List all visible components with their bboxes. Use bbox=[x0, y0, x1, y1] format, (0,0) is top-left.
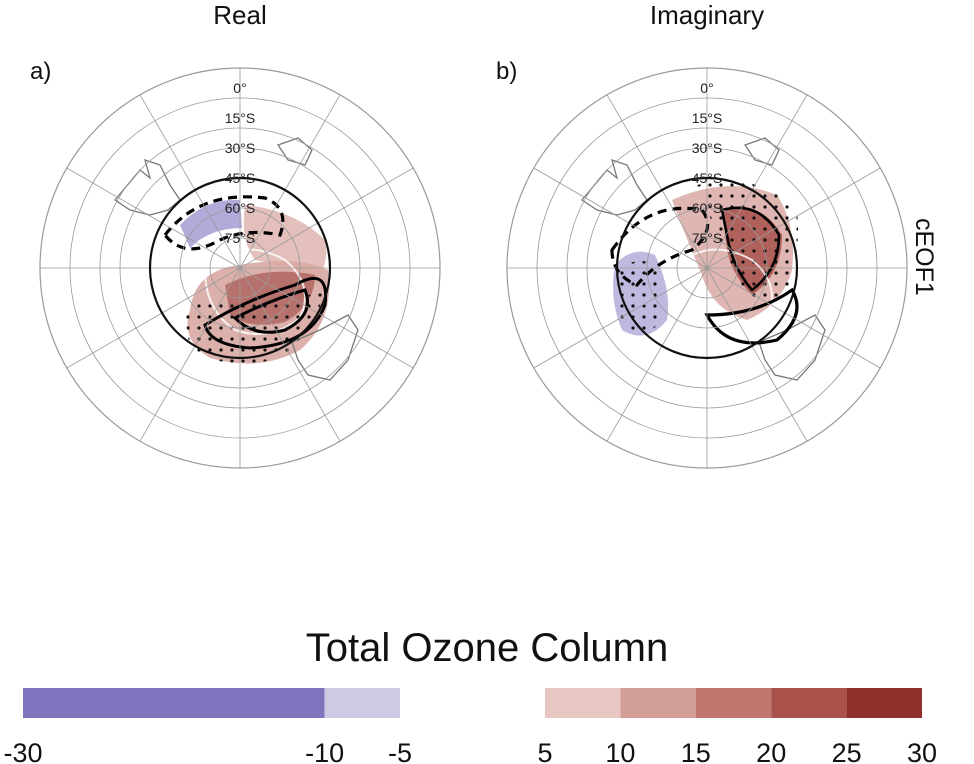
colorbar-bin bbox=[620, 688, 696, 718]
colorbar-bin bbox=[23, 688, 325, 718]
positive-contour-inner bbox=[720, 206, 781, 292]
panel-b-title: Imaginary bbox=[649, 0, 765, 30]
negative-anomaly-patch bbox=[180, 199, 242, 248]
lat-label: 45°S bbox=[692, 170, 723, 186]
polar-grid-real bbox=[39, 67, 441, 469]
lon-line bbox=[706, 267, 881, 369]
lat-label: 45°S bbox=[225, 170, 256, 186]
lat-label: 0° bbox=[700, 80, 713, 96]
lon-line bbox=[706, 94, 808, 269]
australia-coast bbox=[114, 158, 181, 216]
lon-line bbox=[533, 267, 708, 369]
latitude-labels-imaginary: 0° 15°S 30°S 45°S 60°S 75°S bbox=[692, 80, 723, 246]
colorbar-bin bbox=[771, 688, 847, 718]
colorbar-bin bbox=[846, 688, 922, 718]
lat-label: 0° bbox=[233, 80, 246, 96]
lat-label: 75°S bbox=[692, 230, 723, 246]
lat-label: 60°S bbox=[692, 200, 723, 216]
negative-contour bbox=[162, 195, 285, 251]
colorbar-bin bbox=[324, 688, 400, 718]
colorbar-tick-label: 30 bbox=[907, 738, 937, 764]
lon-line bbox=[606, 267, 708, 442]
south-america-coast bbox=[291, 314, 359, 381]
australia-coast bbox=[581, 158, 648, 216]
lon-line bbox=[706, 267, 808, 442]
lon-line bbox=[606, 94, 708, 269]
positive-contour-inner bbox=[232, 288, 309, 334]
lat-label: 30°S bbox=[692, 140, 723, 156]
lon-line bbox=[239, 94, 341, 269]
lon-line bbox=[66, 267, 241, 369]
lat-label: 60°S bbox=[225, 200, 256, 216]
lon-line bbox=[239, 167, 414, 269]
colorbar-tick-label: 20 bbox=[756, 738, 786, 764]
negative-contour bbox=[610, 206, 710, 287]
latitude-labels-real: 0° 15°S 30°S 45°S 60°S 75°S bbox=[225, 80, 256, 246]
colorbar-tick-label: -30 bbox=[3, 738, 42, 764]
lon-line bbox=[239, 267, 414, 369]
polar-grid-imaginary bbox=[506, 67, 908, 469]
panel-b-label: b) bbox=[496, 58, 518, 85]
colorbar-tick-label: -10 bbox=[305, 738, 344, 764]
lon-line bbox=[706, 167, 881, 269]
colorbar-tick-label: 25 bbox=[832, 738, 862, 764]
lon-line bbox=[533, 167, 708, 269]
ozone-boundary-circle bbox=[148, 176, 332, 360]
colorbar-bin bbox=[545, 688, 621, 718]
positive-anomaly-patch-upper bbox=[243, 205, 327, 280]
lat-label: 15°S bbox=[692, 110, 723, 126]
polar-map-imaginary: 0° 15°S 30°S 45°S 60°S 75°S bbox=[506, 67, 908, 469]
colorbar-tick-label: 5 bbox=[537, 738, 552, 764]
antarctica-coast bbox=[670, 248, 773, 335]
lat-label: 75°S bbox=[225, 230, 256, 246]
colorbar-tick-label: 15 bbox=[681, 738, 711, 764]
panel-a-title: Real bbox=[213, 0, 267, 30]
positive-contour-outer bbox=[203, 276, 328, 350]
colorbar-tick-label: -5 bbox=[388, 738, 412, 764]
lon-line bbox=[66, 167, 241, 269]
panel-a-label: a) bbox=[30, 58, 52, 85]
lon-line bbox=[239, 267, 341, 442]
ozone-boundary-circle bbox=[615, 176, 799, 360]
colorbar-bin bbox=[695, 688, 772, 718]
lat-label: 15°S bbox=[225, 110, 256, 126]
south-america-coast bbox=[758, 314, 826, 381]
lat-label: 30°S bbox=[225, 140, 256, 156]
lon-line bbox=[139, 267, 241, 442]
colorbar-tick-label: 10 bbox=[605, 738, 635, 764]
colorbar-title: Total Ozone Column bbox=[305, 626, 669, 670]
lon-line bbox=[139, 94, 241, 269]
polar-map-real: 0° 15°S 30°S 45°S 60°S 75°S bbox=[39, 67, 441, 469]
